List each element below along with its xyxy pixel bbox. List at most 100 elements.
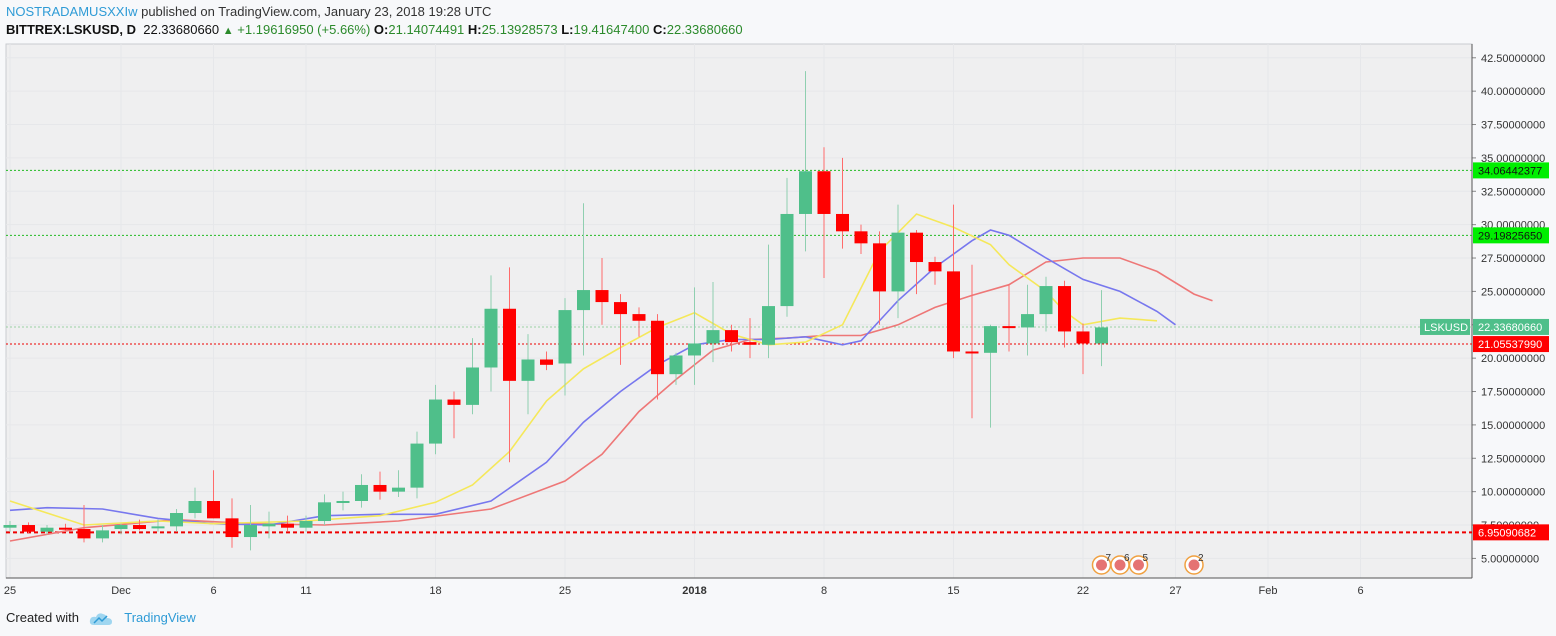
candle (1002, 284, 1016, 352)
candle (77, 505, 91, 543)
event-flag-icon (1133, 559, 1144, 571)
candle (299, 515, 313, 532)
price-chart[interactable]: 5.000000007.5000000010.0000000012.500000… (0, 42, 1556, 602)
created-with-text: Created with (6, 610, 79, 625)
candle-body (392, 487, 405, 492)
candle (225, 498, 239, 548)
price-level-badge (1473, 336, 1549, 353)
candle-body (225, 518, 239, 538)
candle (96, 525, 109, 543)
candle-body (170, 513, 183, 527)
author-link[interactable]: NOSTRADAMUSXXIw (6, 4, 138, 19)
candle (355, 474, 368, 508)
candle-body (410, 443, 424, 488)
candle-body (429, 399, 442, 444)
candle (262, 511, 276, 539)
candle (965, 264, 979, 419)
candle-body (947, 271, 960, 352)
candle-body (706, 330, 720, 344)
candle-body (521, 359, 535, 381)
candle (1021, 284, 1034, 356)
candle (540, 351, 553, 371)
candle (725, 324, 738, 352)
candle-body (207, 500, 220, 519)
candle-body (817, 171, 831, 214)
candle (244, 505, 257, 551)
y-tick-label: 10.00000000 (1481, 487, 1545, 499)
candle (762, 244, 775, 359)
price-level-badge (1473, 227, 1549, 244)
candle (558, 298, 572, 396)
candle (688, 287, 701, 385)
candle-body (688, 343, 701, 356)
candle (170, 509, 183, 532)
price-level-label: 21.05537990 (1478, 339, 1542, 351)
candle (410, 431, 424, 499)
candle (188, 487, 202, 519)
candle (669, 352, 683, 385)
candle-body (1039, 286, 1053, 315)
low-label: L: (561, 22, 574, 37)
candle (114, 523, 128, 535)
candle (836, 157, 849, 249)
candle-body (558, 310, 572, 364)
x-tick-label: Feb (1259, 585, 1278, 597)
candle-body (22, 525, 35, 532)
event-count: 2 (1198, 553, 1204, 564)
candle-body (1058, 286, 1071, 332)
y-tick-label: 5.00000000 (1481, 553, 1539, 565)
y-tick-label: 40.00000000 (1481, 86, 1545, 98)
publish-text: published on TradingView.com, January 23… (141, 4, 492, 19)
candle-body (1021, 314, 1034, 328)
candle-body (3, 525, 17, 528)
x-tick-label: 6 (210, 585, 216, 597)
candle (799, 71, 812, 252)
candle-body (743, 342, 757, 345)
event-flag-icon (1096, 559, 1107, 571)
candle (336, 491, 350, 511)
candle (133, 519, 146, 531)
event-count: 5 (1143, 553, 1149, 564)
candle (984, 324, 997, 428)
candle (59, 523, 72, 532)
y-tick-label: 12.50000000 (1481, 453, 1545, 465)
candle (595, 258, 609, 325)
x-tick-label: 22 (1077, 585, 1089, 597)
candle-body (577, 290, 590, 311)
candle-body (910, 232, 923, 263)
candle-body (540, 359, 553, 365)
price-level-badge (1473, 318, 1549, 335)
y-tick-label: 25.00000000 (1481, 286, 1545, 298)
low-value: 19.41647400 (573, 22, 650, 37)
open-label: O: (373, 22, 389, 37)
candle (614, 294, 627, 365)
candle (873, 231, 886, 325)
symbol-label: BITTREX:LSKUSD, D (6, 22, 136, 37)
candle (910, 229, 923, 295)
x-tick-label: 18 (429, 585, 441, 597)
y-tick-label: 15.00000000 (1481, 420, 1545, 432)
candle-body (244, 525, 257, 538)
candle (780, 177, 794, 317)
event-count: 6 (1124, 553, 1130, 564)
tradingview-cloud-icon (89, 612, 112, 625)
x-tick-label: 2018 (682, 585, 706, 597)
candle-body (669, 355, 683, 375)
event-count: 7 (1106, 553, 1112, 564)
candle-body (836, 213, 849, 232)
candle-body (595, 290, 609, 303)
candle (651, 314, 664, 400)
price-level-label: 6.95090682 (1478, 527, 1536, 539)
y-tick-label: 20.00000000 (1481, 353, 1545, 365)
candle (632, 307, 646, 337)
candle-body (503, 308, 516, 381)
x-tick-label: 25 (559, 585, 571, 597)
candle-body (336, 500, 350, 503)
candle-body (40, 527, 54, 532)
footer: Created with TradingView (6, 610, 196, 626)
event-flag-icon (1188, 559, 1200, 571)
tradingview-link[interactable]: TradingView (124, 610, 196, 625)
candle-body (891, 232, 905, 292)
candle-body (484, 308, 498, 368)
candle-body (873, 243, 886, 292)
